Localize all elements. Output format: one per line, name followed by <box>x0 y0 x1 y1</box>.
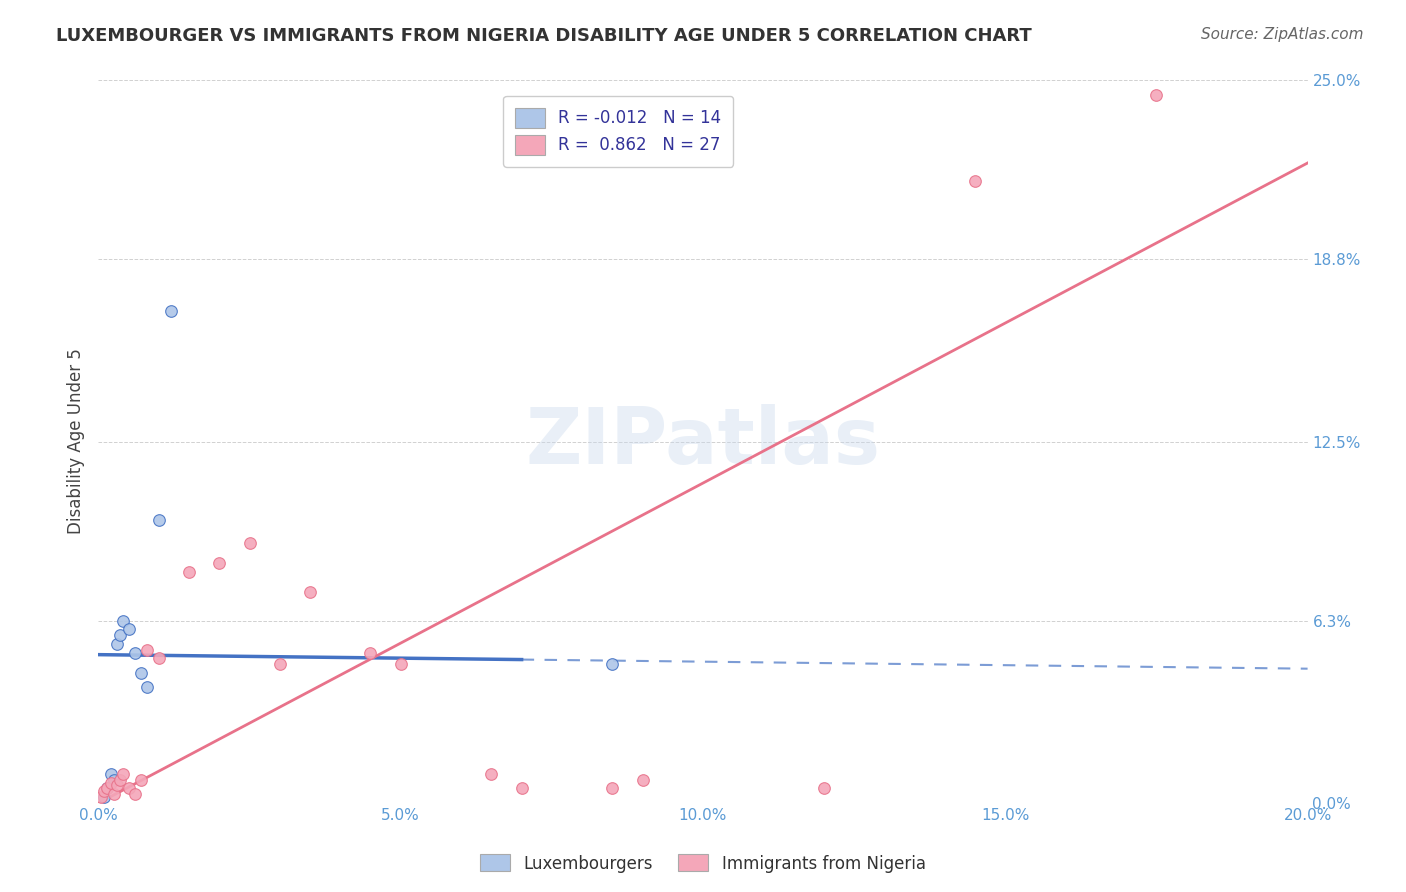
Y-axis label: Disability Age Under 5: Disability Age Under 5 <box>66 349 84 534</box>
Point <box>129 665 152 680</box>
Point <box>813 781 835 796</box>
Text: ZIPatlas: ZIPatlas <box>526 403 880 480</box>
Point <box>103 787 125 801</box>
Point <box>108 772 131 787</box>
Point <box>965 174 987 188</box>
Point <box>239 535 262 549</box>
Point <box>105 779 128 793</box>
Point <box>510 781 533 796</box>
Point <box>299 584 322 599</box>
Point <box>103 772 125 787</box>
Point <box>160 304 183 318</box>
Point <box>631 772 654 787</box>
Point <box>118 781 141 796</box>
Point <box>100 775 122 789</box>
Point <box>148 512 170 526</box>
Point <box>179 565 201 579</box>
Point <box>96 781 118 796</box>
Point <box>135 642 157 657</box>
Point <box>135 680 157 694</box>
Point <box>118 623 141 637</box>
Legend: Luxembourgers, Immigrants from Nigeria: Luxembourgers, Immigrants from Nigeria <box>474 847 932 880</box>
Point <box>111 614 134 628</box>
Point <box>602 657 624 671</box>
Point <box>389 657 412 671</box>
Point <box>481 767 503 781</box>
Point <box>208 556 231 570</box>
Point <box>269 657 291 671</box>
Point <box>96 781 118 796</box>
Point <box>93 790 115 805</box>
Point <box>602 781 624 796</box>
Text: Source: ZipAtlas.com: Source: ZipAtlas.com <box>1201 27 1364 42</box>
Point <box>93 784 115 798</box>
Point <box>105 637 128 651</box>
Point <box>108 628 131 642</box>
Point <box>124 787 146 801</box>
Point <box>148 651 170 665</box>
Point <box>129 772 152 787</box>
Text: LUXEMBOURGER VS IMMIGRANTS FROM NIGERIA DISABILITY AGE UNDER 5 CORRELATION CHART: LUXEMBOURGER VS IMMIGRANTS FROM NIGERIA … <box>56 27 1032 45</box>
Point <box>360 646 382 660</box>
Legend: R = -0.012   N = 14, R =  0.862   N = 27: R = -0.012 N = 14, R = 0.862 N = 27 <box>503 95 734 167</box>
Point <box>100 767 122 781</box>
Point <box>124 646 146 660</box>
Point <box>90 790 112 805</box>
Point <box>1146 87 1168 102</box>
Point <box>111 767 134 781</box>
